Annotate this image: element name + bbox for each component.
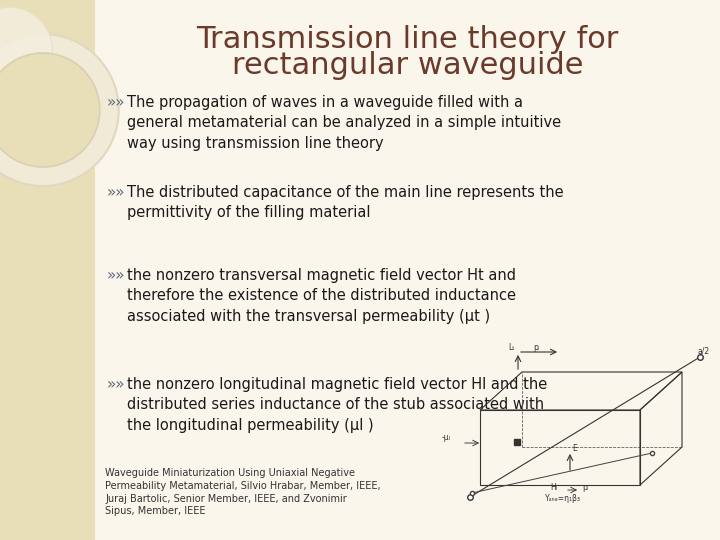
- Text: Lₜ: Lₜ: [508, 343, 515, 352]
- Text: Yₐₙₔ=η₁β₃: Yₐₙₔ=η₁β₃: [545, 494, 581, 503]
- Text: -μₗ: -μₗ: [442, 433, 451, 442]
- Text: The propagation of waves in a waveguide filled with a
general metamaterial can b: The propagation of waves in a waveguide …: [127, 95, 561, 151]
- Text: pₗ: pₗ: [533, 343, 539, 352]
- Text: »»: »»: [107, 185, 125, 200]
- Ellipse shape: [0, 53, 100, 167]
- Text: Waveguide Miniaturization Using Uniaxial Negative
Permeability Metamaterial, Sil: Waveguide Miniaturization Using Uniaxial…: [105, 468, 381, 516]
- Text: »»: »»: [107, 95, 125, 110]
- Ellipse shape: [0, 34, 119, 186]
- Text: Hₗ: Hₗ: [550, 483, 557, 492]
- Bar: [0, 0, 95, 540]
- Text: a/2: a/2: [698, 347, 710, 356]
- Text: The distributed capacitance of the main line represents the
permittivity of the : The distributed capacitance of the main …: [127, 185, 564, 220]
- Text: Transmission line theory for: Transmission line theory for: [197, 25, 618, 55]
- Text: the nonzero transversal magnetic field vector Ht and
therefore the existence of : the nonzero transversal magnetic field v…: [127, 268, 516, 324]
- Text: pₗ: pₗ: [582, 483, 588, 492]
- Text: rectangular waveguide: rectangular waveguide: [232, 51, 583, 80]
- Text: »»: »»: [107, 377, 125, 392]
- Ellipse shape: [0, 7, 53, 93]
- Text: »»: »»: [107, 268, 125, 283]
- Text: E: E: [572, 444, 577, 453]
- Text: the nonzero longitudinal magnetic field vector Hl and the
distributed series ind: the nonzero longitudinal magnetic field …: [127, 377, 547, 433]
